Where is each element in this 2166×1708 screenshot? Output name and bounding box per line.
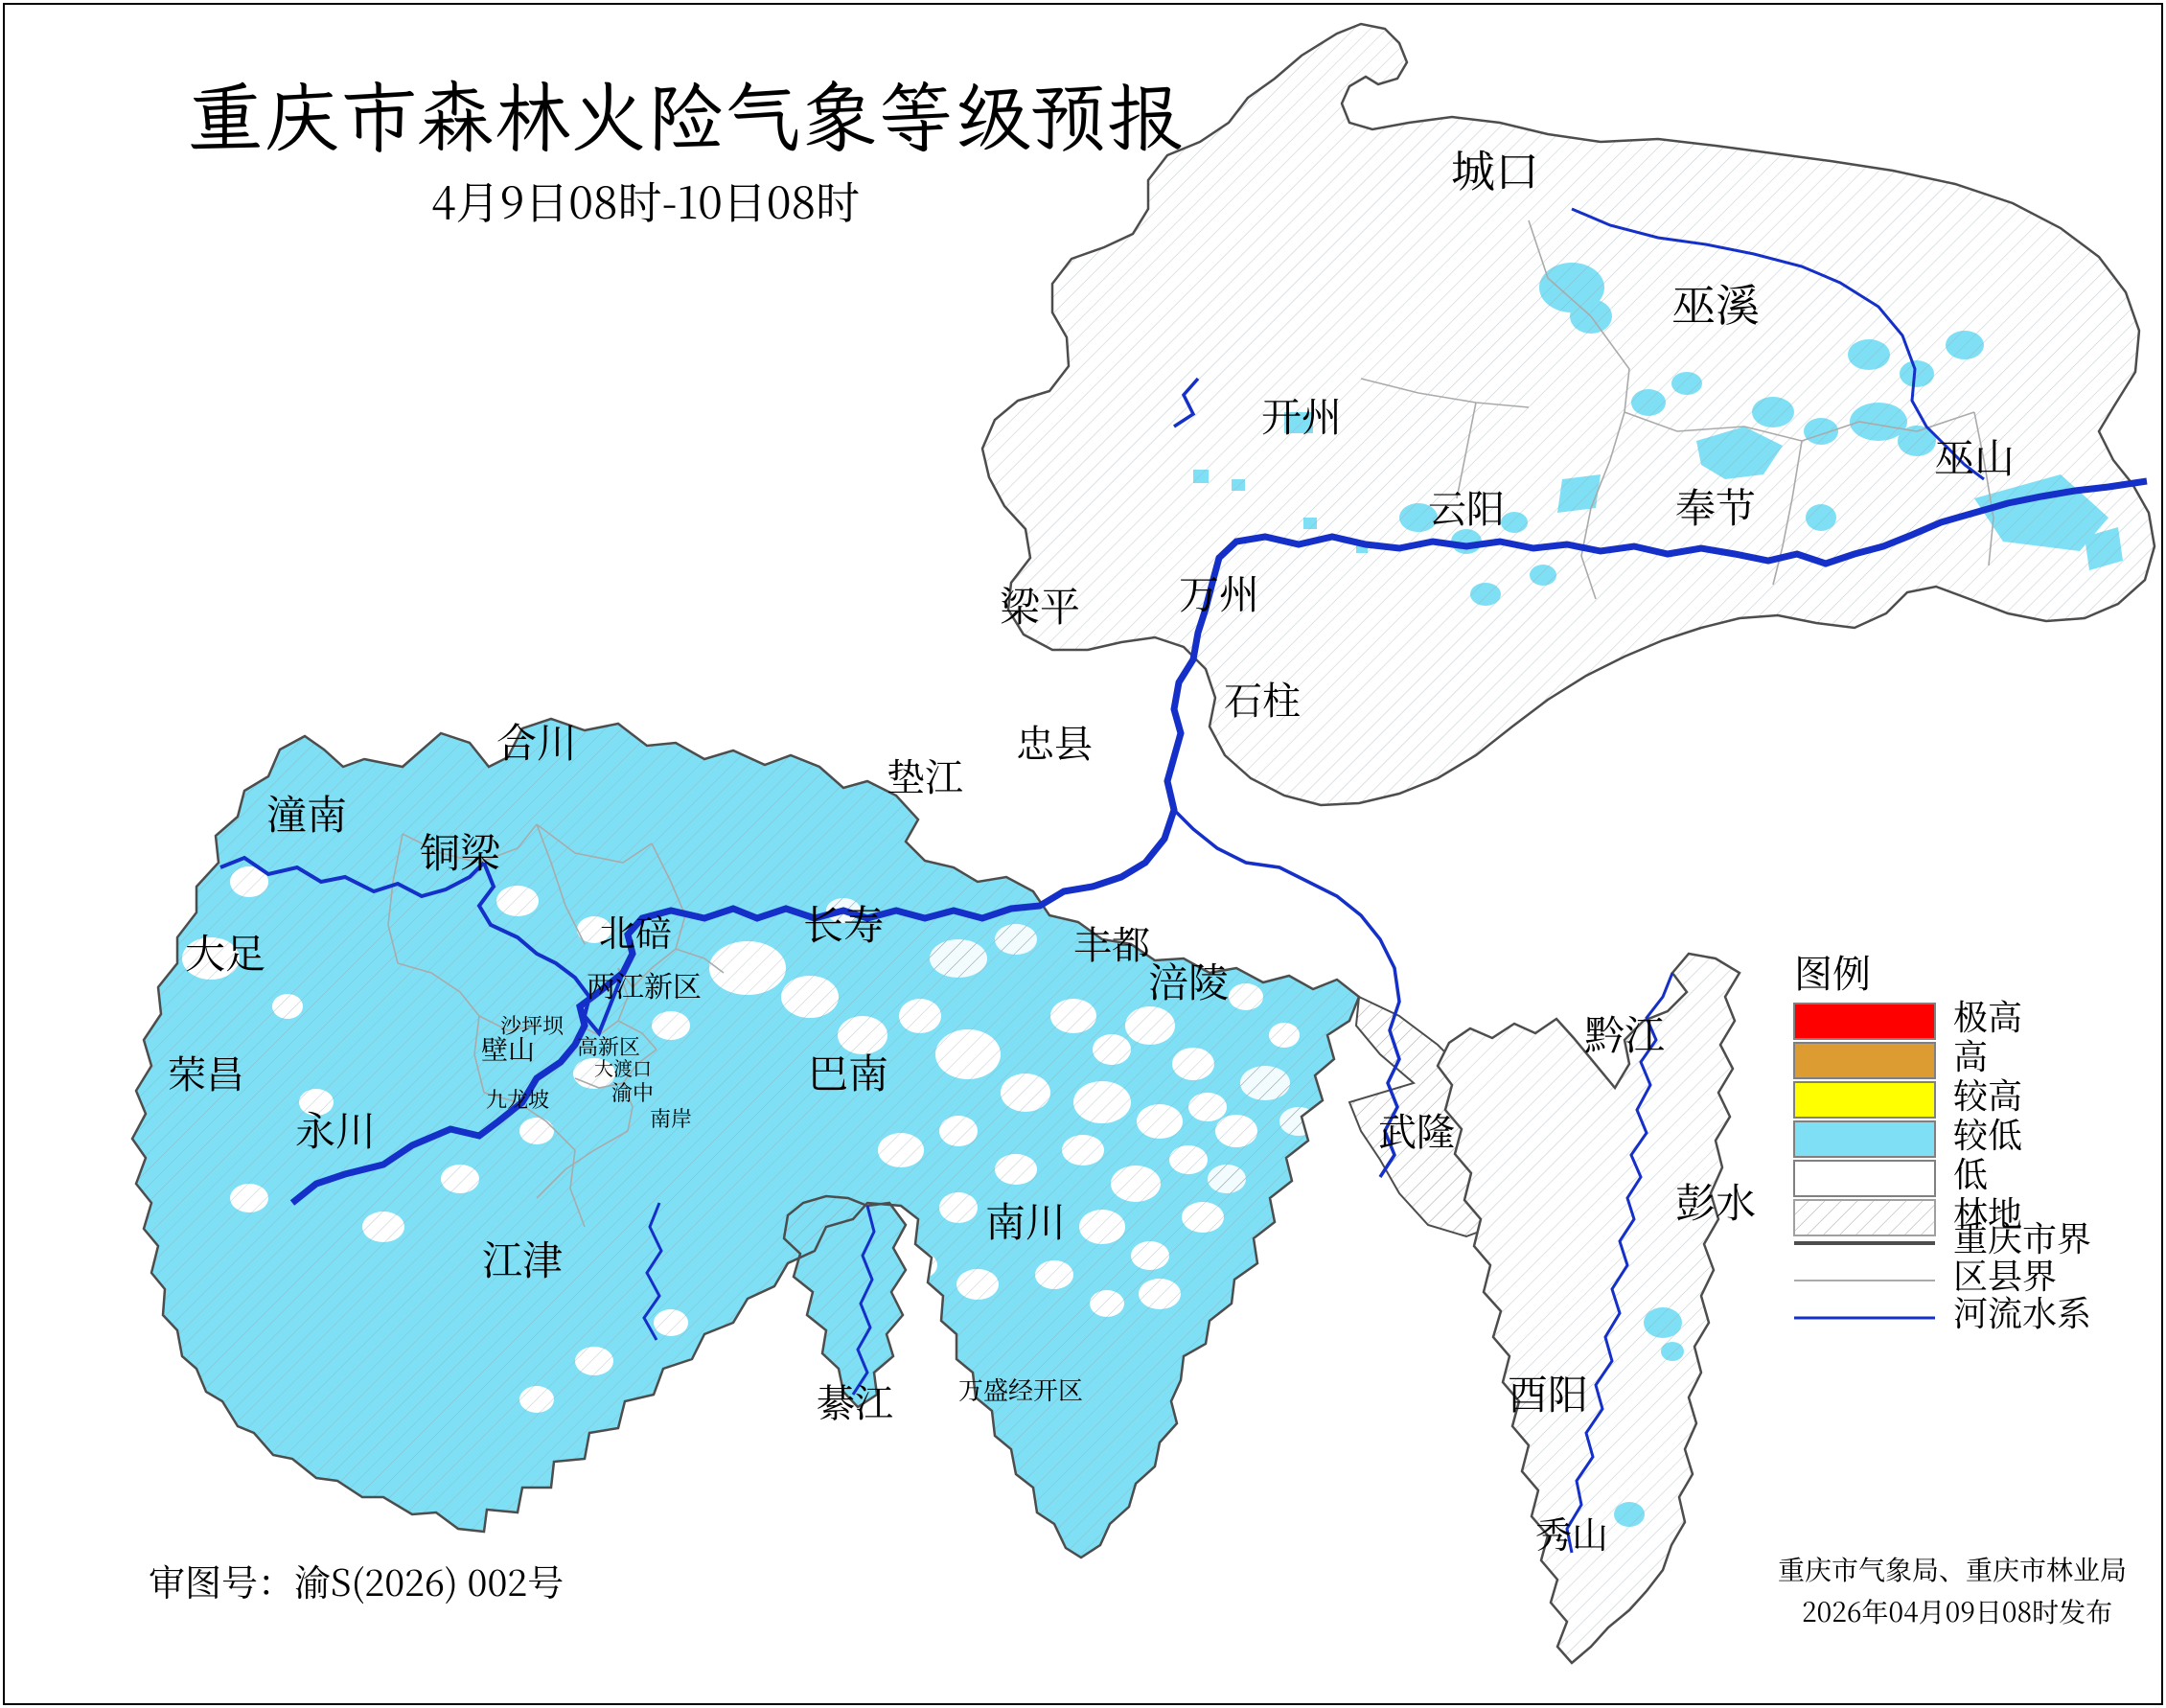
svg-text:渝中: 渝中	[611, 1077, 654, 1107]
svg-text:万盛经开区: 万盛经开区	[958, 1372, 1083, 1407]
svg-text:南川: 南川	[985, 1191, 1066, 1249]
svg-text:綦江: 綦江	[817, 1373, 893, 1428]
svg-text:巫山: 巫山	[1934, 427, 2015, 485]
svg-text:潼南: 潼南	[266, 784, 347, 842]
svg-text:彭水: 彭水	[1675, 1172, 1756, 1230]
svg-text:云阳: 云阳	[1428, 479, 1505, 534]
svg-text:奉节: 奉节	[1675, 477, 1756, 535]
svg-text:丰都: 丰都	[1073, 915, 1150, 970]
svg-text:城口: 城口	[1451, 137, 1539, 200]
svg-text:两江新区: 两江新区	[587, 963, 702, 1005]
svg-text:荣昌: 荣昌	[168, 1045, 244, 1099]
svg-text:南岸: 南岸	[650, 1103, 692, 1133]
svg-text:涪陵: 涪陵	[1148, 952, 1229, 1009]
svg-text:武隆: 武隆	[1378, 1102, 1455, 1157]
svg-text:大足: 大足	[185, 923, 265, 981]
svg-text:2026年04月09日08时发布: 2026年04月09日08时发布	[1802, 1592, 2112, 1630]
svg-text:永川: 永川	[295, 1100, 376, 1158]
svg-text:梁平: 梁平	[1000, 576, 1080, 634]
svg-text:江津: 江津	[482, 1230, 563, 1287]
svg-text:重庆市气象局、重庆市林业局: 重庆市气象局、重庆市林业局	[1778, 1550, 2127, 1588]
svg-text:秀山: 秀山	[1535, 1506, 1608, 1558]
svg-text:大渡口: 大渡口	[594, 1053, 652, 1081]
svg-text:铜梁: 铜梁	[420, 822, 502, 880]
svg-text:黔江: 黔江	[1584, 1004, 1665, 1062]
svg-text:忠县: 忠县	[1016, 714, 1093, 769]
svg-text:河流水系: 河流水系	[1953, 1287, 2091, 1336]
svg-text:垫江: 垫江	[887, 748, 963, 802]
svg-text:石柱: 石柱	[1224, 671, 1301, 726]
svg-text:长寿: 长寿	[803, 894, 884, 952]
svg-text:重庆市森林火险气象等级预报: 重庆市森林火险气象等级预报	[187, 64, 1184, 166]
svg-text:4月9日08时-10日08时: 4月9日08时-10日08时	[431, 169, 860, 232]
svg-text:巫溪: 巫溪	[1671, 271, 1760, 335]
svg-text:九龙坡: 九龙坡	[486, 1084, 549, 1114]
svg-text:图例: 图例	[1794, 944, 1871, 999]
svg-text:巴南: 巴南	[808, 1043, 888, 1100]
svg-text:万州: 万州	[1179, 564, 1259, 621]
svg-text:北碚: 北碚	[599, 904, 672, 957]
svg-text:沙坪坝: 沙坪坝	[500, 1010, 565, 1040]
svg-text:审图号：渝S(2026) 002号: 审图号：渝S(2026) 002号	[149, 1554, 564, 1606]
svg-text:酉阳: 酉阳	[1508, 1364, 1588, 1421]
svg-text:合川: 合川	[496, 712, 577, 770]
svg-text:开州: 开州	[1261, 386, 1342, 444]
